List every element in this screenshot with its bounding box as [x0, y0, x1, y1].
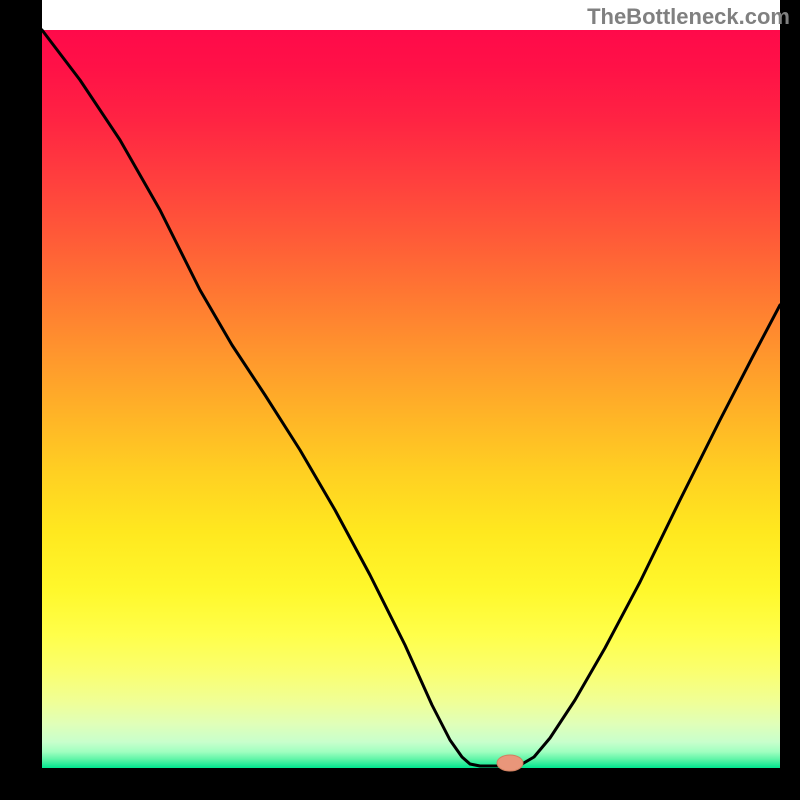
- border-right: [780, 0, 800, 800]
- border-left: [0, 0, 42, 800]
- chart-container: TheBottleneck.com: [0, 0, 800, 800]
- bottleneck-chart: [0, 0, 800, 800]
- watermark-text: TheBottleneck.com: [587, 4, 790, 30]
- border-bottom: [0, 768, 800, 800]
- optimal-point-marker: [497, 755, 523, 771]
